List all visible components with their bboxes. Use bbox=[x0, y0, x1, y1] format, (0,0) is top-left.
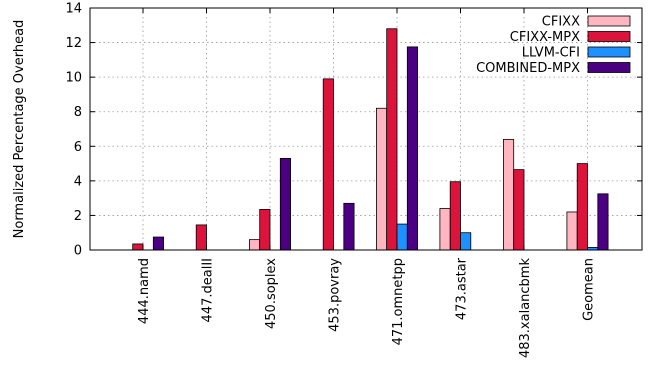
y-tick-label: 12 bbox=[65, 36, 82, 51]
legend-label: CFIXX-MPX bbox=[510, 30, 580, 45]
bar bbox=[322, 78, 334, 251]
legend-swatch bbox=[587, 46, 631, 58]
bar bbox=[513, 169, 525, 251]
y-axis-label: Normalized Percentage Overhead bbox=[12, 20, 27, 239]
y-tick-label: 6 bbox=[74, 140, 82, 155]
x-tick-label: 450.soplex bbox=[264, 258, 279, 329]
y-tick-label: 14 bbox=[65, 2, 82, 17]
bar bbox=[375, 107, 388, 251]
legend-swatch bbox=[587, 31, 631, 42]
y-axis: 0 2 4 6 8 10 12 14 bbox=[65, 2, 642, 259]
x-tick-label: 483.xalancbmk bbox=[518, 258, 533, 358]
legend-label: LLVM-CFI bbox=[522, 46, 580, 61]
x-tick-label: 473.astar bbox=[455, 257, 470, 320]
bar bbox=[343, 202, 355, 251]
y-tick-label: 4 bbox=[74, 174, 82, 189]
y-tick-label: 10 bbox=[65, 71, 82, 86]
bar bbox=[406, 46, 418, 251]
y-tick-label: 0 bbox=[74, 244, 82, 259]
bar bbox=[132, 243, 144, 251]
bar bbox=[386, 28, 398, 251]
bar bbox=[259, 208, 271, 251]
legend-label: CFIXX bbox=[542, 15, 580, 30]
legend-label: COMBINED-MPX bbox=[476, 61, 580, 76]
bar bbox=[576, 163, 588, 251]
x-tick-label: 444.namd bbox=[137, 258, 152, 324]
grid-lines bbox=[90, 8, 642, 250]
y-tick-label: 8 bbox=[74, 105, 82, 120]
bar bbox=[460, 232, 472, 251]
bar bbox=[195, 224, 207, 251]
legend-swatch bbox=[587, 15, 631, 27]
x-axis: 444.namd 447.dealII 450.soplex 453.povray 47… bbox=[137, 8, 597, 358]
bar bbox=[502, 138, 515, 251]
x-tick-label: 453.povray bbox=[328, 258, 343, 332]
bar bbox=[248, 239, 261, 251]
legend-swatch bbox=[587, 62, 631, 73]
bar bbox=[566, 211, 578, 251]
y-tick-label: 2 bbox=[74, 209, 82, 224]
bar bbox=[449, 181, 461, 251]
bar bbox=[439, 208, 451, 251]
bar bbox=[396, 223, 408, 251]
x-tick-label: Geomean bbox=[582, 258, 597, 321]
x-tick-label: 471.omnetpp bbox=[391, 258, 406, 345]
x-tick-label: 447.dealII bbox=[201, 258, 216, 322]
bar bbox=[152, 236, 165, 251]
bar bbox=[597, 193, 609, 251]
bar bbox=[279, 157, 291, 251]
plot-frame bbox=[89, 7, 643, 251]
